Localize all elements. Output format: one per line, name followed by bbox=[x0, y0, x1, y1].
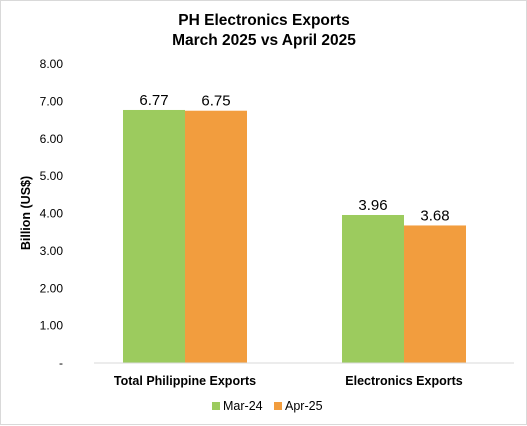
bars-group bbox=[123, 109, 466, 363]
data-labels-group: 6.77 6.75 3.96 3.68 bbox=[139, 92, 449, 224]
bar-mar-24-1 bbox=[123, 109, 185, 363]
y-tick-label: 1.00 bbox=[40, 319, 64, 333]
legend-swatch bbox=[212, 402, 220, 410]
y-tick-label: 6.00 bbox=[40, 132, 64, 146]
data-label: 6.75 bbox=[201, 93, 230, 110]
y-tick-label: 5.00 bbox=[40, 169, 64, 183]
chart-subtitle: March 2025 vs April 2025 bbox=[172, 32, 356, 49]
legend-label: Mar-24 bbox=[223, 399, 263, 413]
y-axis-label: Billion (US$) bbox=[19, 176, 33, 250]
x-category-label: Electronics Exports bbox=[345, 374, 462, 388]
y-tick-label: 3.00 bbox=[40, 244, 64, 258]
legend: Mar-24 Apr-25 bbox=[212, 399, 323, 413]
data-label: 3.96 bbox=[358, 197, 387, 214]
data-label: 3.68 bbox=[420, 207, 449, 224]
y-axis-ticks: - 1.00 2.00 3.00 4.00 5.00 6.00 7.00 8.00 bbox=[40, 57, 64, 370]
bar-mar-24-2 bbox=[342, 214, 404, 363]
y-tick-label: 7.00 bbox=[40, 94, 64, 108]
x-axis-categories: Total Philippine Exports Electronics Expo… bbox=[114, 374, 463, 388]
chart-title: PH Electronics Exports bbox=[178, 12, 349, 29]
y-tick-label: 2.00 bbox=[40, 281, 64, 295]
bar-apr-25-1 bbox=[185, 110, 247, 363]
y-tick-label: - bbox=[59, 356, 63, 370]
y-tick-label: 4.00 bbox=[40, 207, 64, 221]
x-category-label: Total Philippine Exports bbox=[114, 374, 256, 388]
bar-apr-25-2 bbox=[404, 225, 466, 363]
y-tick-label: 8.00 bbox=[40, 57, 64, 71]
legend-label: Apr-25 bbox=[285, 399, 323, 413]
data-label: 6.77 bbox=[139, 92, 168, 109]
legend-swatch bbox=[274, 402, 282, 410]
